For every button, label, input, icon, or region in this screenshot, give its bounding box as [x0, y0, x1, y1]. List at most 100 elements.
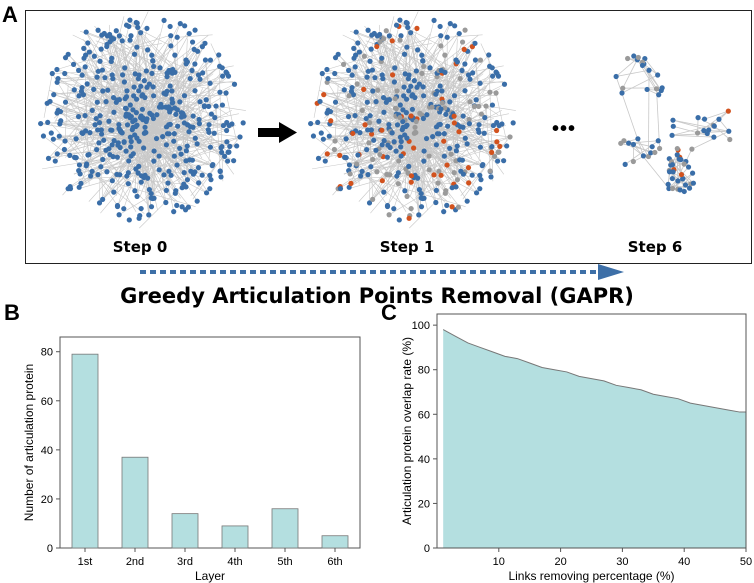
network-node [669, 162, 676, 168]
network-node [454, 177, 461, 183]
network-node [169, 100, 175, 106]
network-node [408, 173, 415, 179]
network-node [109, 142, 115, 148]
network-node [91, 53, 97, 59]
network-node [45, 119, 51, 126]
network-node [131, 51, 138, 57]
x-tick-label: 5th [277, 556, 292, 568]
network-node [138, 30, 144, 36]
network-node [107, 151, 113, 158]
network-node [231, 158, 237, 164]
network-node [411, 145, 417, 151]
network-node [128, 33, 134, 39]
network-node [224, 119, 230, 126]
network-node [622, 161, 628, 167]
network-node [94, 74, 100, 80]
network-node [398, 144, 404, 150]
network-node [487, 168, 493, 174]
network-node [400, 107, 406, 113]
network-node [379, 178, 385, 184]
network-node [84, 161, 90, 167]
network-node [402, 71, 408, 77]
network-node [332, 55, 339, 61]
network-node [184, 59, 190, 65]
network-node [181, 120, 187, 126]
network-node [452, 23, 458, 29]
network-node [142, 129, 148, 135]
network-node [49, 70, 55, 77]
network-node [437, 121, 443, 127]
network-node [675, 178, 681, 184]
network-node [438, 43, 444, 49]
network-node [352, 112, 358, 119]
network-node [678, 171, 685, 178]
network-node [92, 122, 98, 128]
network-node [163, 199, 169, 206]
network-node [149, 52, 155, 58]
network-node [114, 154, 120, 160]
network-node [674, 145, 680, 152]
network-node [488, 174, 494, 180]
network-node [368, 164, 374, 170]
network-node [411, 78, 417, 84]
network-node [359, 168, 365, 174]
network-node [127, 115, 133, 121]
network-node [374, 169, 380, 175]
network-node [55, 107, 61, 113]
network-node [121, 139, 127, 145]
network-node [151, 148, 157, 154]
network-node [398, 33, 404, 39]
network-node [695, 115, 701, 121]
network-node [701, 116, 708, 122]
network-node [475, 127, 481, 133]
network-node [620, 85, 626, 91]
network-node [167, 121, 173, 127]
network-node [726, 128, 732, 134]
network-node [365, 27, 371, 33]
network-node [201, 103, 207, 110]
network-node [635, 54, 641, 61]
network-node [394, 122, 401, 128]
step-0-label: Step 0 [112, 238, 168, 256]
network-node [40, 133, 47, 139]
network-node [686, 185, 693, 191]
network-node [685, 164, 692, 170]
network-node [138, 179, 144, 185]
network-node [369, 32, 375, 38]
network-node [354, 81, 360, 87]
network-node [359, 107, 365, 114]
network-node [156, 153, 162, 159]
network-node [240, 120, 246, 126]
network-node [677, 187, 683, 193]
network-node [56, 133, 62, 139]
network-node [349, 85, 355, 91]
network-node [207, 172, 213, 178]
network-node [384, 203, 391, 210]
x-tick-label: 1st [78, 556, 93, 568]
network-node [470, 70, 476, 76]
network-node [196, 180, 202, 186]
network-node [669, 132, 675, 138]
network-node [205, 127, 211, 133]
network-node [494, 70, 500, 76]
network-node [186, 129, 192, 135]
network-node [225, 149, 231, 155]
network-node [126, 158, 132, 164]
network-node [352, 52, 359, 58]
network-node [223, 90, 229, 96]
network-node [163, 91, 169, 97]
network-node [451, 113, 457, 119]
network-node [501, 158, 507, 164]
network-node [420, 84, 426, 90]
network-node [386, 121, 392, 128]
network-node [207, 186, 213, 192]
network-step-1 [308, 11, 516, 229]
network-node [106, 118, 112, 124]
network-node [497, 143, 503, 149]
network-node [394, 88, 400, 94]
network-node [458, 168, 464, 174]
network-node [128, 144, 134, 150]
network-node [224, 139, 230, 145]
network-node [319, 70, 325, 77]
network-node [237, 134, 243, 140]
